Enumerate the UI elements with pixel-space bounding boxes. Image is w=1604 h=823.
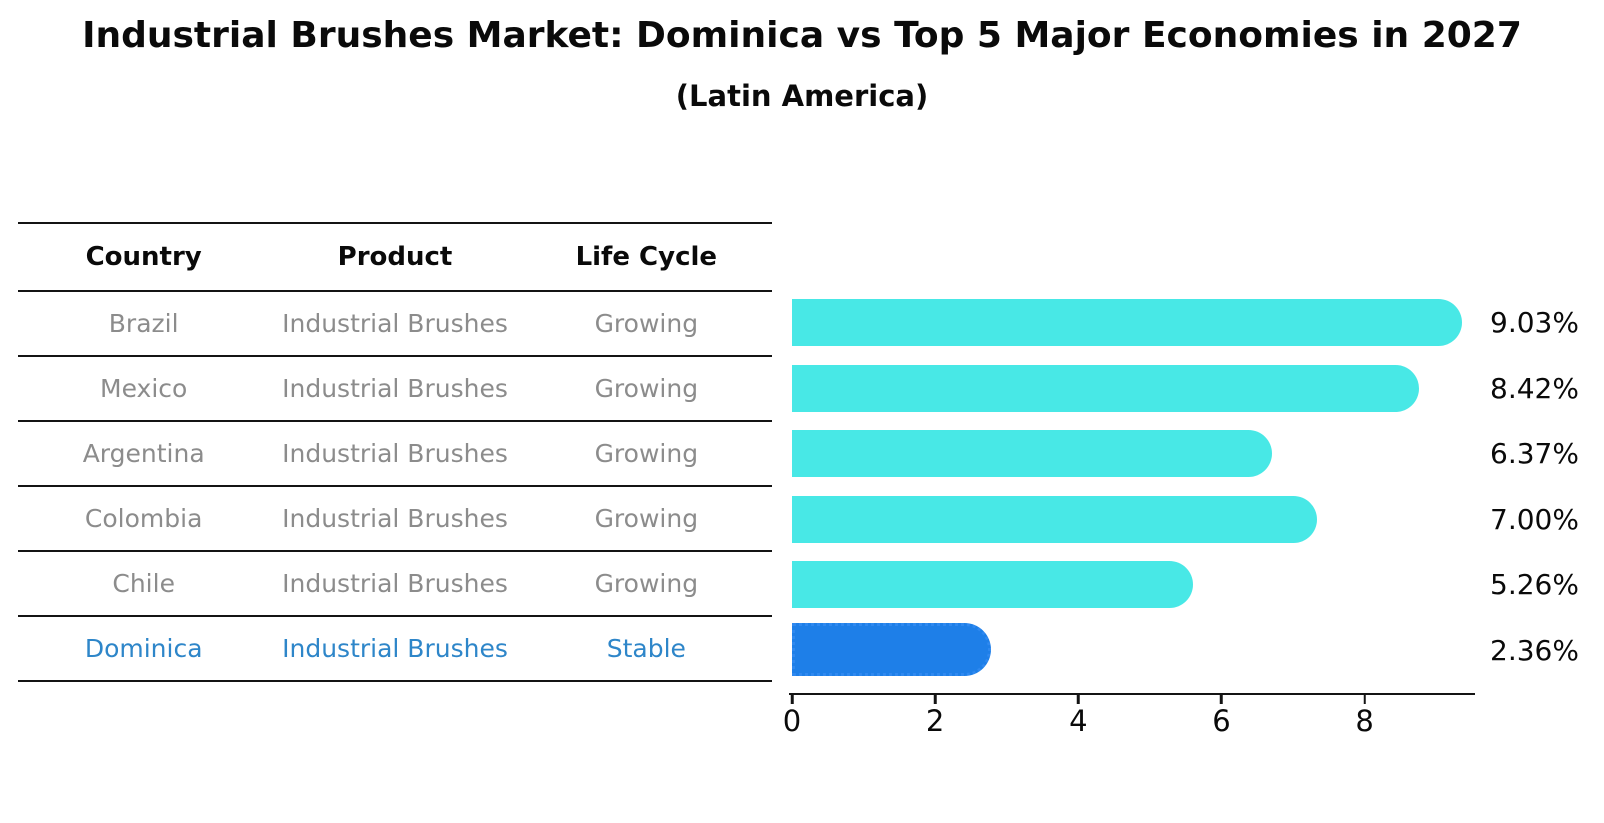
chart-row-argentina: 6.37% — [792, 421, 1579, 487]
table-header-country: Country — [85, 241, 202, 272]
value-label-colombia: 7.00% — [1490, 502, 1579, 536]
x-axis — [789, 692, 1475, 695]
bar-mexico — [792, 364, 1419, 412]
table-header-product: Product — [337, 241, 453, 272]
bar-chart: 9.03% 8.42% 6.37% 7.00% 5.26% 2.36% 0 2 4 6 8 — [783, 290, 1579, 760]
table-row-dominica: Dominica Industrial Brushes Stable — [18, 617, 772, 682]
life-cycle-cell: Growing — [594, 503, 699, 533]
x-axis-tick-label: 0 — [782, 704, 802, 738]
value-label-chile: 5.26% — [1490, 568, 1579, 602]
page-title: Industrial Brushes Market: Dominica vs T… — [82, 15, 1522, 56]
table-header-row: Country Product Life Cycle — [18, 224, 772, 292]
product-cell: Industrial Brushes — [282, 373, 508, 403]
country-cell: Mexico — [100, 373, 188, 403]
life-cycle-cell: Growing — [594, 373, 699, 403]
table-row-mexico: Mexico Industrial Brushes Growing — [18, 357, 772, 422]
table-row-brazil: Brazil Industrial Brushes Growing — [18, 292, 772, 357]
table-header-life-cycle: Life Cycle — [575, 241, 718, 272]
x-axis-tick — [1220, 695, 1223, 704]
chart-row-mexico: 8.42% — [792, 356, 1579, 422]
x-axis-tick — [933, 695, 937, 704]
value-label-mexico: 8.42% — [1490, 371, 1579, 405]
value-label-dominica: 2.36% — [1490, 633, 1579, 667]
life-cycle-cell: Stable — [606, 633, 686, 663]
product-cell: Industrial Brushes — [282, 308, 508, 338]
chart-row-chile: 5.26% — [792, 552, 1579, 618]
country-cell: Argentina — [82, 438, 205, 468]
table-row-chile: Chile Industrial Brushes Growing — [18, 552, 772, 617]
country-cell: Colombia — [84, 503, 203, 533]
chart-row-colombia: 7.00% — [792, 487, 1579, 553]
page-subtitle: (Latin America) — [675, 79, 929, 113]
bar-brazil — [792, 299, 1463, 346]
x-axis-tick — [1077, 695, 1080, 704]
life-cycle-cell: Growing — [594, 568, 699, 598]
country-table: Country Product Life Cycle Brazil Industr… — [18, 222, 772, 682]
chart-row-dominica: 2.36% — [792, 618, 1579, 684]
country-cell: Brazil — [108, 308, 179, 338]
bar-dominica — [792, 623, 991, 676]
x-axis-tick-label: 6 — [1212, 704, 1231, 738]
life-cycle-cell: Growing — [594, 308, 699, 338]
value-label-brazil: 9.03% — [1490, 306, 1579, 340]
bar-colombia — [792, 495, 1318, 543]
x-axis-tick — [790, 695, 794, 704]
product-cell: Industrial Brushes — [282, 633, 508, 663]
table-row-colombia: Colombia Industrial Brushes Growing — [18, 487, 772, 552]
bar-chile — [792, 561, 1193, 608]
product-cell: Industrial Brushes — [282, 503, 508, 533]
value-label-argentina: 6.37% — [1490, 437, 1579, 471]
chart-row-brazil: 9.03% — [792, 290, 1579, 356]
bar-argentina — [792, 430, 1272, 477]
country-cell: Dominica — [84, 633, 203, 663]
table-body: Brazil Industrial Brushes Growing Mexico Ind… — [18, 292, 772, 682]
country-cell: Chile — [112, 568, 175, 598]
table-row-argentina: Argentina Industrial Brushes Growing — [18, 422, 772, 487]
product-cell: Industrial Brushes — [282, 438, 508, 468]
life-cycle-cell: Growing — [594, 438, 699, 468]
x-axis-tick — [1363, 695, 1366, 704]
x-axis-tick-label: 8 — [1355, 704, 1374, 738]
x-axis-tick-label: 4 — [1069, 704, 1088, 738]
x-axis-tick-label: 2 — [925, 704, 945, 738]
product-cell: Industrial Brushes — [282, 568, 508, 598]
